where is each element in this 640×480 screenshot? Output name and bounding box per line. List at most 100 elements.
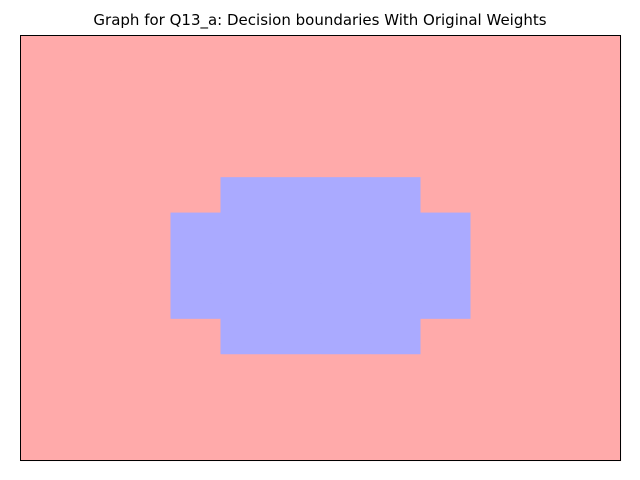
region-cell-class-0 <box>170 70 222 107</box>
region-cell-class-0 <box>270 106 322 143</box>
region-cell-class-0 <box>370 35 422 72</box>
region-cell-class-0 <box>420 318 472 355</box>
region-cell-class-0 <box>320 425 372 462</box>
region-cell-class-0 <box>420 425 472 462</box>
region-cell-class-0 <box>520 212 572 249</box>
region-cell-class-0 <box>570 318 622 355</box>
region-cell-class-1 <box>220 318 272 355</box>
region-cell-class-0 <box>570 35 622 72</box>
region-cell-class-0 <box>270 389 322 426</box>
region-cell-class-0 <box>370 354 422 391</box>
region-cell-class-0 <box>70 248 122 285</box>
region-cell-class-0 <box>120 283 172 320</box>
region-cell-class-0 <box>170 354 222 391</box>
region-cell-class-0 <box>120 389 172 426</box>
region-cell-class-0 <box>470 283 522 320</box>
region-cell-class-0 <box>70 283 122 320</box>
region-cell-class-0 <box>320 70 372 107</box>
region-cell-class-0 <box>470 141 522 178</box>
region-cell-class-0 <box>70 35 122 72</box>
region-cell-class-0 <box>320 35 372 72</box>
region-cell-class-0 <box>170 425 222 462</box>
region-cell-class-0 <box>420 35 472 72</box>
region-cell-class-0 <box>20 70 72 107</box>
region-cell-class-0 <box>470 212 522 249</box>
region-cell-class-0 <box>470 177 522 214</box>
region-cell-class-0 <box>220 425 272 462</box>
region-cell-class-0 <box>520 283 572 320</box>
region-cell-class-0 <box>120 425 172 462</box>
region-cell-class-0 <box>520 318 572 355</box>
region-cell-class-1 <box>370 177 422 214</box>
region-cell-class-0 <box>220 389 272 426</box>
region-cell-class-0 <box>470 354 522 391</box>
region-cell-class-0 <box>320 141 372 178</box>
region-cell-class-0 <box>570 354 622 391</box>
region-cell-class-0 <box>120 248 172 285</box>
region-cell-class-0 <box>570 106 622 143</box>
region-cell-class-0 <box>120 70 172 107</box>
region-cell-class-1 <box>270 177 322 214</box>
region-cell-class-0 <box>420 177 472 214</box>
region-cell-class-0 <box>470 248 522 285</box>
region-cell-class-1 <box>370 212 422 249</box>
region-cell-class-0 <box>370 106 422 143</box>
region-cell-class-0 <box>370 389 422 426</box>
region-cell-class-1 <box>420 283 472 320</box>
region-cell-class-1 <box>270 318 322 355</box>
region-cell-class-0 <box>70 318 122 355</box>
region-cell-class-0 <box>370 141 422 178</box>
region-cell-class-0 <box>20 106 72 143</box>
region-cell-class-1 <box>320 212 372 249</box>
region-cell-class-1 <box>270 248 322 285</box>
region-cell-class-0 <box>520 425 572 462</box>
region-cell-class-0 <box>570 141 622 178</box>
region-cell-class-0 <box>120 35 172 72</box>
region-cell-class-0 <box>420 70 472 107</box>
region-cell-class-0 <box>70 70 122 107</box>
region-cell-class-0 <box>20 354 72 391</box>
region-cell-class-0 <box>220 106 272 143</box>
region-cell-class-0 <box>20 318 72 355</box>
region-cell-class-1 <box>420 212 472 249</box>
region-cell-class-0 <box>20 248 72 285</box>
region-cell-class-0 <box>470 106 522 143</box>
axes-frame <box>20 35 621 461</box>
region-cell-class-0 <box>570 177 622 214</box>
region-cell-class-0 <box>120 212 172 249</box>
region-cell-class-0 <box>70 141 122 178</box>
region-cell-class-1 <box>420 248 472 285</box>
region-cell-class-1 <box>270 212 322 249</box>
region-cell-class-0 <box>370 70 422 107</box>
region-cell-class-1 <box>320 177 372 214</box>
region-cell-class-0 <box>320 354 372 391</box>
region-cell-class-0 <box>420 354 472 391</box>
region-cell-class-0 <box>570 212 622 249</box>
region-cell-class-0 <box>120 354 172 391</box>
region-cell-class-0 <box>470 35 522 72</box>
region-cell-class-0 <box>320 106 372 143</box>
region-cell-class-1 <box>370 248 422 285</box>
region-cell-class-0 <box>520 70 572 107</box>
region-cell-class-1 <box>370 283 422 320</box>
region-cell-class-0 <box>170 177 222 214</box>
region-cell-class-0 <box>270 70 322 107</box>
region-cell-class-0 <box>270 425 322 462</box>
region-cell-class-0 <box>170 106 222 143</box>
region-cell-class-0 <box>420 141 472 178</box>
region-cell-class-1 <box>220 283 272 320</box>
region-cell-class-0 <box>520 106 572 143</box>
region-cell-class-1 <box>220 177 272 214</box>
region-cell-class-0 <box>70 177 122 214</box>
region-cell-class-0 <box>270 141 322 178</box>
region-cell-class-0 <box>70 212 122 249</box>
region-cell-class-0 <box>20 141 72 178</box>
region-cell-class-0 <box>520 354 572 391</box>
region-cell-class-0 <box>470 389 522 426</box>
region-cell-class-1 <box>220 248 272 285</box>
region-cell-class-1 <box>320 318 372 355</box>
region-cell-class-0 <box>270 354 322 391</box>
region-cell-class-0 <box>70 354 122 391</box>
region-cell-class-0 <box>570 70 622 107</box>
